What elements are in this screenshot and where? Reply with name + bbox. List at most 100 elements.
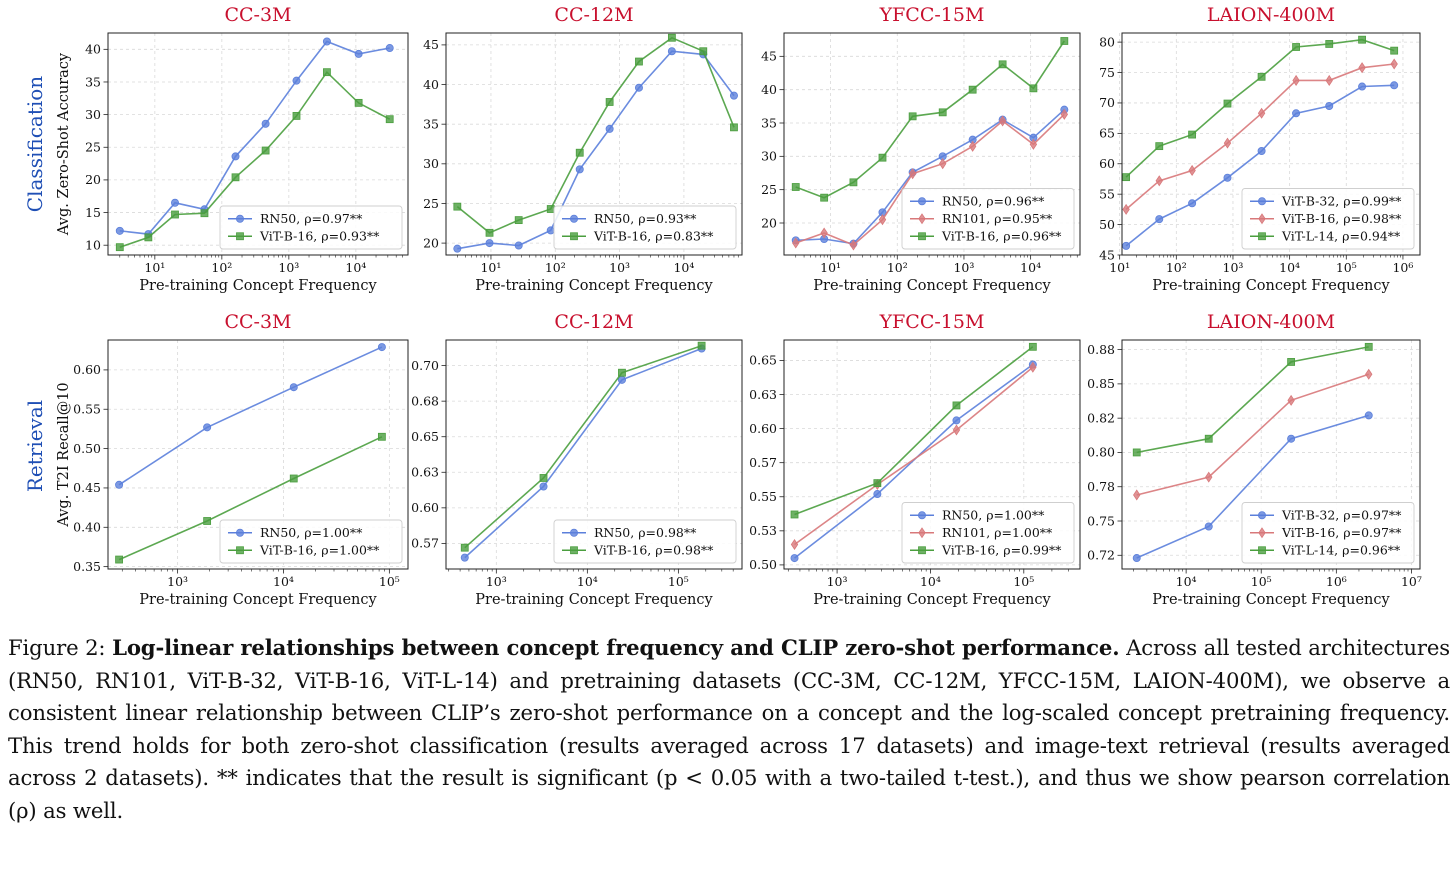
legend-label: ViT-B-16, ρ=0.96** <box>941 229 1062 244</box>
data-point <box>546 226 555 235</box>
x-tick-label: 10⁵ <box>1013 574 1034 589</box>
legend-marker <box>1258 527 1266 539</box>
series-line <box>795 40 1065 199</box>
legend-label: RN101, ρ=1.00** <box>942 525 1053 540</box>
legend-box <box>901 502 1075 564</box>
data-point <box>697 341 706 350</box>
panel-title: YFCC-15M <box>879 4 985 26</box>
legend-label: ViT-L-14, ρ=0.96** <box>1281 543 1401 558</box>
data-point <box>1060 37 1069 45</box>
x-axis-label: Pre-training Concept Frequency <box>475 592 713 608</box>
series-line <box>119 40 390 235</box>
chart-panel-8: LAION-400M 10⁴ 10⁵ 10⁶ 10⁷ 0.72 0.75 0.78 0.80 0.… <box>1087 311 1422 608</box>
data-point <box>171 210 179 219</box>
y-axis-label: Avg. T2I Recall@10 <box>56 382 72 527</box>
legend-label: ViT-B-16, ρ=0.93** <box>259 229 380 244</box>
legend-marker <box>236 232 244 241</box>
y-tick-label: 65 <box>1099 126 1115 141</box>
y-tick-label: 0.65 <box>411 429 439 444</box>
data-point <box>1325 101 1334 110</box>
data-point <box>1204 434 1213 443</box>
panel-title: CC-3M <box>224 4 291 26</box>
chart-panel-3: YFCC-15M 10¹ 10² 10³ 10⁴ 20 25 30 35 40 45 Pre-trai… <box>761 4 1081 294</box>
data-point <box>231 152 240 161</box>
data-point <box>952 401 961 410</box>
data-point <box>1223 137 1232 149</box>
series-line <box>794 346 1034 516</box>
data-point <box>1390 58 1398 70</box>
legend-label: RN50, ρ=1.00** <box>260 525 363 540</box>
data-point <box>790 510 799 519</box>
data-point <box>354 98 363 107</box>
legend-marker <box>1258 197 1267 206</box>
data-point <box>485 228 494 237</box>
y-tick-label: 0.82 <box>1087 410 1115 425</box>
legend-box <box>553 519 737 564</box>
x-axis-label: Pre-training Concept Frequency <box>139 592 377 608</box>
data-point <box>605 98 614 106</box>
data-point <box>514 241 523 250</box>
y-tick-label: 0.70 <box>411 358 439 373</box>
x-tick-label: 10⁴ <box>673 260 694 275</box>
data-point <box>289 383 298 392</box>
x-tick-label: 10⁴ <box>1176 574 1197 589</box>
data-point <box>546 205 555 213</box>
legend-marker <box>918 546 926 555</box>
caption-bold: Log-linear relationships between concept… <box>112 635 1120 660</box>
x-axis-label: Pre-training Concept Frequency <box>1152 278 1390 294</box>
data-point <box>203 423 212 432</box>
data-point <box>1133 489 1141 501</box>
data-point <box>453 202 462 211</box>
legend-box <box>219 205 403 250</box>
data-point <box>115 243 124 252</box>
data-point <box>1390 81 1399 90</box>
legend-marker <box>570 214 579 223</box>
x-axis-label: Pre-training Concept Frequency <box>813 278 1051 294</box>
x-tick-label: 10⁵ <box>1336 260 1357 275</box>
chart-panel-6: CC-12M 10³ 10⁴ 10⁵ 0.57 0.60 0.63 0.65 0.68 0.70 P… <box>411 311 743 608</box>
legend-box <box>901 188 1075 250</box>
data-point <box>539 482 548 491</box>
data-point <box>1188 130 1197 139</box>
series-line <box>464 344 702 549</box>
x-axis-label: Pre-training Concept Frequency <box>139 278 377 294</box>
legend-marker <box>1258 232 1266 241</box>
plot-frame <box>107 32 409 256</box>
y-tick-label: 0.88 <box>1087 342 1115 357</box>
x-tick-label: 10³ <box>486 574 507 589</box>
y-tick-label: 80 <box>1099 34 1115 49</box>
x-tick-label: 10⁷ <box>1401 574 1422 589</box>
x-tick-label: 10¹ <box>144 260 165 275</box>
y-tick-label: 0.75 <box>1087 513 1115 528</box>
data-point <box>618 368 626 377</box>
data-point <box>1205 471 1213 483</box>
legend-label: ViT-B-16, ρ=0.97** <box>1281 525 1402 540</box>
x-tick-label: 10⁶ <box>1392 260 1413 275</box>
data-point <box>539 474 548 482</box>
data-point <box>1029 138 1038 150</box>
data-point <box>1188 199 1197 208</box>
data-point <box>968 85 977 94</box>
data-point <box>790 554 799 563</box>
chart-panel-5: CC-3M 10³ 10⁴ 10⁵ 0.35 0.40 0.45 0.50 0.55 0.60 Pr… <box>56 311 409 608</box>
data-point <box>791 183 800 191</box>
series-line <box>1125 63 1395 211</box>
data-point <box>1358 35 1366 44</box>
legend-label: RN101, ρ=0.95** <box>942 211 1053 226</box>
data-point <box>968 140 977 152</box>
y-tick-label: 20 <box>85 172 101 187</box>
data-point <box>1390 46 1399 55</box>
data-point <box>115 480 124 489</box>
x-tick-label: 10⁴ <box>920 574 941 589</box>
legend-marker <box>918 527 926 539</box>
plot-frame <box>445 32 743 256</box>
data-point <box>575 148 584 157</box>
data-point <box>1060 108 1068 120</box>
legend-box <box>1241 502 1415 564</box>
series-line <box>456 36 735 234</box>
data-point <box>605 124 614 133</box>
x-tick-label: 10⁵ <box>1251 574 1272 589</box>
series-line <box>118 436 383 561</box>
data-point <box>820 227 828 239</box>
figure-caption: Figure 2: Log-linear relationships betwe… <box>8 632 1450 828</box>
